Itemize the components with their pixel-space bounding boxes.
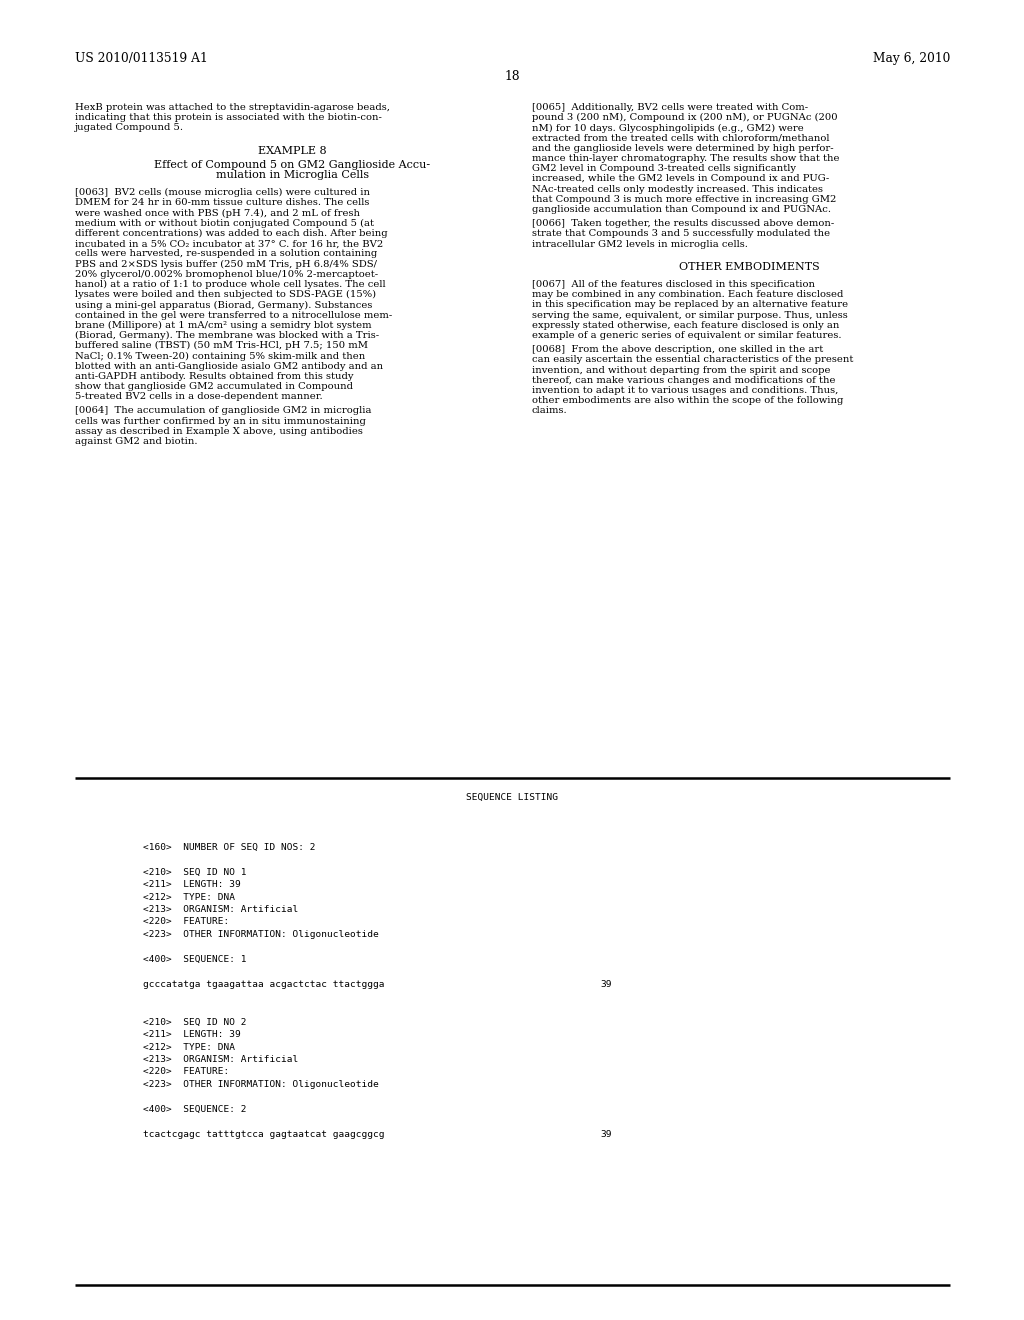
Text: <223>  OTHER INFORMATION: Oligonucleotide: <223> OTHER INFORMATION: Oligonucleotide [143,931,379,939]
Text: PBS and 2×SDS lysis buffer (250 mM Tris, pH 6.8/4% SDS/: PBS and 2×SDS lysis buffer (250 mM Tris,… [75,260,377,269]
Text: in this specification may be replaced by an alternative feature: in this specification may be replaced by… [532,301,848,309]
Text: pound 3 (200 nM), Compound ix (200 nM), or PUGNAc (200: pound 3 (200 nM), Compound ix (200 nM), … [532,114,838,123]
Text: using a mini-gel apparatus (Biorad, Germany). Substances: using a mini-gel apparatus (Biorad, Germ… [75,301,373,309]
Text: <400>  SEQUENCE: 2: <400> SEQUENCE: 2 [143,1105,247,1114]
Text: brane (Millipore) at 1 mA/cm² using a semidry blot system: brane (Millipore) at 1 mA/cm² using a se… [75,321,372,330]
Text: <211>  LENGTH: 39: <211> LENGTH: 39 [143,880,241,888]
Text: <210>  SEQ ID NO 1: <210> SEQ ID NO 1 [143,867,247,876]
Text: <400>  SEQUENCE: 1: <400> SEQUENCE: 1 [143,954,247,964]
Text: different concentrations) was added to each dish. After being: different concentrations) was added to e… [75,228,388,238]
Text: mance thin-layer chromatography. The results show that the: mance thin-layer chromatography. The res… [532,154,840,162]
Text: show that ganglioside GM2 accumulated in Compound: show that ganglioside GM2 accumulated in… [75,381,353,391]
Text: example of a generic series of equivalent or similar features.: example of a generic series of equivalen… [532,331,842,341]
Text: [0068]  From the above description, one skilled in the art: [0068] From the above description, one s… [532,346,823,354]
Text: 5-treated BV2 cells in a dose-dependent manner.: 5-treated BV2 cells in a dose-dependent … [75,392,323,401]
Text: <212>  TYPE: DNA: <212> TYPE: DNA [143,892,234,902]
Text: mulation in Microglia Cells: mulation in Microglia Cells [216,170,369,180]
Text: <212>  TYPE: DNA: <212> TYPE: DNA [143,1043,234,1052]
Text: DMEM for 24 hr in 60-mm tissue culture dishes. The cells: DMEM for 24 hr in 60-mm tissue culture d… [75,198,370,207]
Text: cells was further confirmed by an in situ immunostaining: cells was further confirmed by an in sit… [75,417,366,425]
Text: nM) for 10 days. Glycosphingolipids (e.g., GM2) were: nM) for 10 days. Glycosphingolipids (e.g… [532,123,804,132]
Text: cells were harvested, re-suspended in a solution containing: cells were harvested, re-suspended in a … [75,249,377,259]
Text: serving the same, equivalent, or similar purpose. Thus, unless: serving the same, equivalent, or similar… [532,310,848,319]
Text: <213>  ORGANISM: Artificial: <213> ORGANISM: Artificial [143,1055,298,1064]
Text: NaCl; 0.1% Tween-20) containing 5% skim-milk and then: NaCl; 0.1% Tween-20) containing 5% skim-… [75,351,366,360]
Text: contained in the gel were transferred to a nitrocellulose mem-: contained in the gel were transferred to… [75,310,392,319]
Text: Effect of Compound 5 on GM2 Ganglioside Accu-: Effect of Compound 5 on GM2 Ganglioside … [155,160,430,170]
Text: can easily ascertain the essential characteristics of the present: can easily ascertain the essential chara… [532,355,853,364]
Text: NAc-treated cells only modestly increased. This indicates: NAc-treated cells only modestly increase… [532,185,823,194]
Text: lysates were boiled and then subjected to SDS-PAGE (15%): lysates were boiled and then subjected t… [75,290,376,300]
Text: and the ganglioside levels were determined by high perfor-: and the ganglioside levels were determin… [532,144,834,153]
Text: other embodiments are also within the scope of the following: other embodiments are also within the sc… [532,396,844,405]
Text: blotted with an anti-Ganglioside asialo GM2 antibody and an: blotted with an anti-Ganglioside asialo … [75,362,383,371]
Text: were washed once with PBS (pH 7.4), and 2 mL of fresh: were washed once with PBS (pH 7.4), and … [75,209,360,218]
Text: may be combined in any combination. Each feature disclosed: may be combined in any combination. Each… [532,290,844,300]
Text: strate that Compounds 3 and 5 successfully modulated the: strate that Compounds 3 and 5 successful… [532,230,830,239]
Text: extracted from the treated cells with chloroform/methanol: extracted from the treated cells with ch… [532,133,829,143]
Text: <210>  SEQ ID NO 2: <210> SEQ ID NO 2 [143,1018,247,1027]
Text: <220>  FEATURE:: <220> FEATURE: [143,917,229,927]
Text: assay as described in Example X above, using antibodies: assay as described in Example X above, u… [75,426,362,436]
Text: GM2 level in Compound 3-treated cells significantly: GM2 level in Compound 3-treated cells si… [532,164,796,173]
Text: SEQUENCE LISTING: SEQUENCE LISTING [466,793,558,803]
Text: medium with or without biotin conjugated Compound 5 (at: medium with or without biotin conjugated… [75,219,374,228]
Text: EXAMPLE 8: EXAMPLE 8 [258,145,327,156]
Text: claims.: claims. [532,407,567,416]
Text: against GM2 and biotin.: against GM2 and biotin. [75,437,198,446]
Text: 20% glycerol/0.002% bromophenol blue/10% 2-mercaptoet-: 20% glycerol/0.002% bromophenol blue/10%… [75,269,378,279]
Text: [0065]  Additionally, BV2 cells were treated with Com-: [0065] Additionally, BV2 cells were trea… [532,103,808,112]
Text: <213>  ORGANISM: Artificial: <213> ORGANISM: Artificial [143,906,298,913]
Text: <160>  NUMBER OF SEQ ID NOS: 2: <160> NUMBER OF SEQ ID NOS: 2 [143,842,315,851]
Text: HexB protein was attached to the streptavidin-agarose beads,: HexB protein was attached to the strepta… [75,103,390,112]
Text: OTHER EMBODIMENTS: OTHER EMBODIMENTS [679,261,820,272]
Text: ganglioside accumulation than Compound ix and PUGNAc.: ganglioside accumulation than Compound i… [532,205,831,214]
Text: thereof, can make various changes and modifications of the: thereof, can make various changes and mo… [532,376,836,385]
Text: 39: 39 [600,979,611,989]
Text: that Compound 3 is much more effective in increasing GM2: that Compound 3 is much more effective i… [532,195,837,203]
Text: incubated in a 5% CO₂ incubator at 37° C. for 16 hr, the BV2: incubated in a 5% CO₂ incubator at 37° C… [75,239,383,248]
Text: invention, and without departing from the spirit and scope: invention, and without departing from th… [532,366,830,375]
Text: <223>  OTHER INFORMATION: Oligonucleotide: <223> OTHER INFORMATION: Oligonucleotide [143,1080,379,1089]
Text: 39: 39 [600,1130,611,1139]
Text: [0063]  BV2 cells (mouse microglia cells) were cultured in: [0063] BV2 cells (mouse microglia cells)… [75,189,370,197]
Text: increased, while the GM2 levels in Compound ix and PUG-: increased, while the GM2 levels in Compo… [532,174,829,183]
Text: [0067]  All of the features disclosed in this specification: [0067] All of the features disclosed in … [532,280,815,289]
Text: hanol) at a ratio of 1:1 to produce whole cell lysates. The cell: hanol) at a ratio of 1:1 to produce whol… [75,280,386,289]
Text: [0064]  The accumulation of ganglioside GM2 in microglia: [0064] The accumulation of ganglioside G… [75,407,372,416]
Text: invention to adapt it to various usages and conditions. Thus,: invention to adapt it to various usages … [532,385,839,395]
Text: [0066]  Taken together, the results discussed above demon-: [0066] Taken together, the results discu… [532,219,835,228]
Text: May 6, 2010: May 6, 2010 [872,51,950,65]
Text: gcccatatga tgaagattaa acgactctac ttactggga: gcccatatga tgaagattaa acgactctac ttactgg… [143,979,384,989]
Text: 18: 18 [504,70,520,83]
Text: buffered saline (TBST) (50 mM Tris-HCl, pH 7.5; 150 mM: buffered saline (TBST) (50 mM Tris-HCl, … [75,341,368,350]
Text: jugated Compound 5.: jugated Compound 5. [75,123,184,132]
Text: <211>  LENGTH: 39: <211> LENGTH: 39 [143,1030,241,1039]
Text: <220>  FEATURE:: <220> FEATURE: [143,1068,229,1077]
Text: US 2010/0113519 A1: US 2010/0113519 A1 [75,51,208,65]
Text: (Biorad, Germany). The membrane was blocked with a Tris-: (Biorad, Germany). The membrane was bloc… [75,331,379,341]
Text: anti-GAPDH antibody. Results obtained from this study: anti-GAPDH antibody. Results obtained fr… [75,372,353,380]
Text: indicating that this protein is associated with the biotin-con-: indicating that this protein is associat… [75,114,382,123]
Text: intracellular GM2 levels in microglia cells.: intracellular GM2 levels in microglia ce… [532,240,748,248]
Text: expressly stated otherwise, each feature disclosed is only an: expressly stated otherwise, each feature… [532,321,840,330]
Text: tcactcgagc tatttgtcca gagtaatcat gaagcggcg: tcactcgagc tatttgtcca gagtaatcat gaagcgg… [143,1130,384,1139]
